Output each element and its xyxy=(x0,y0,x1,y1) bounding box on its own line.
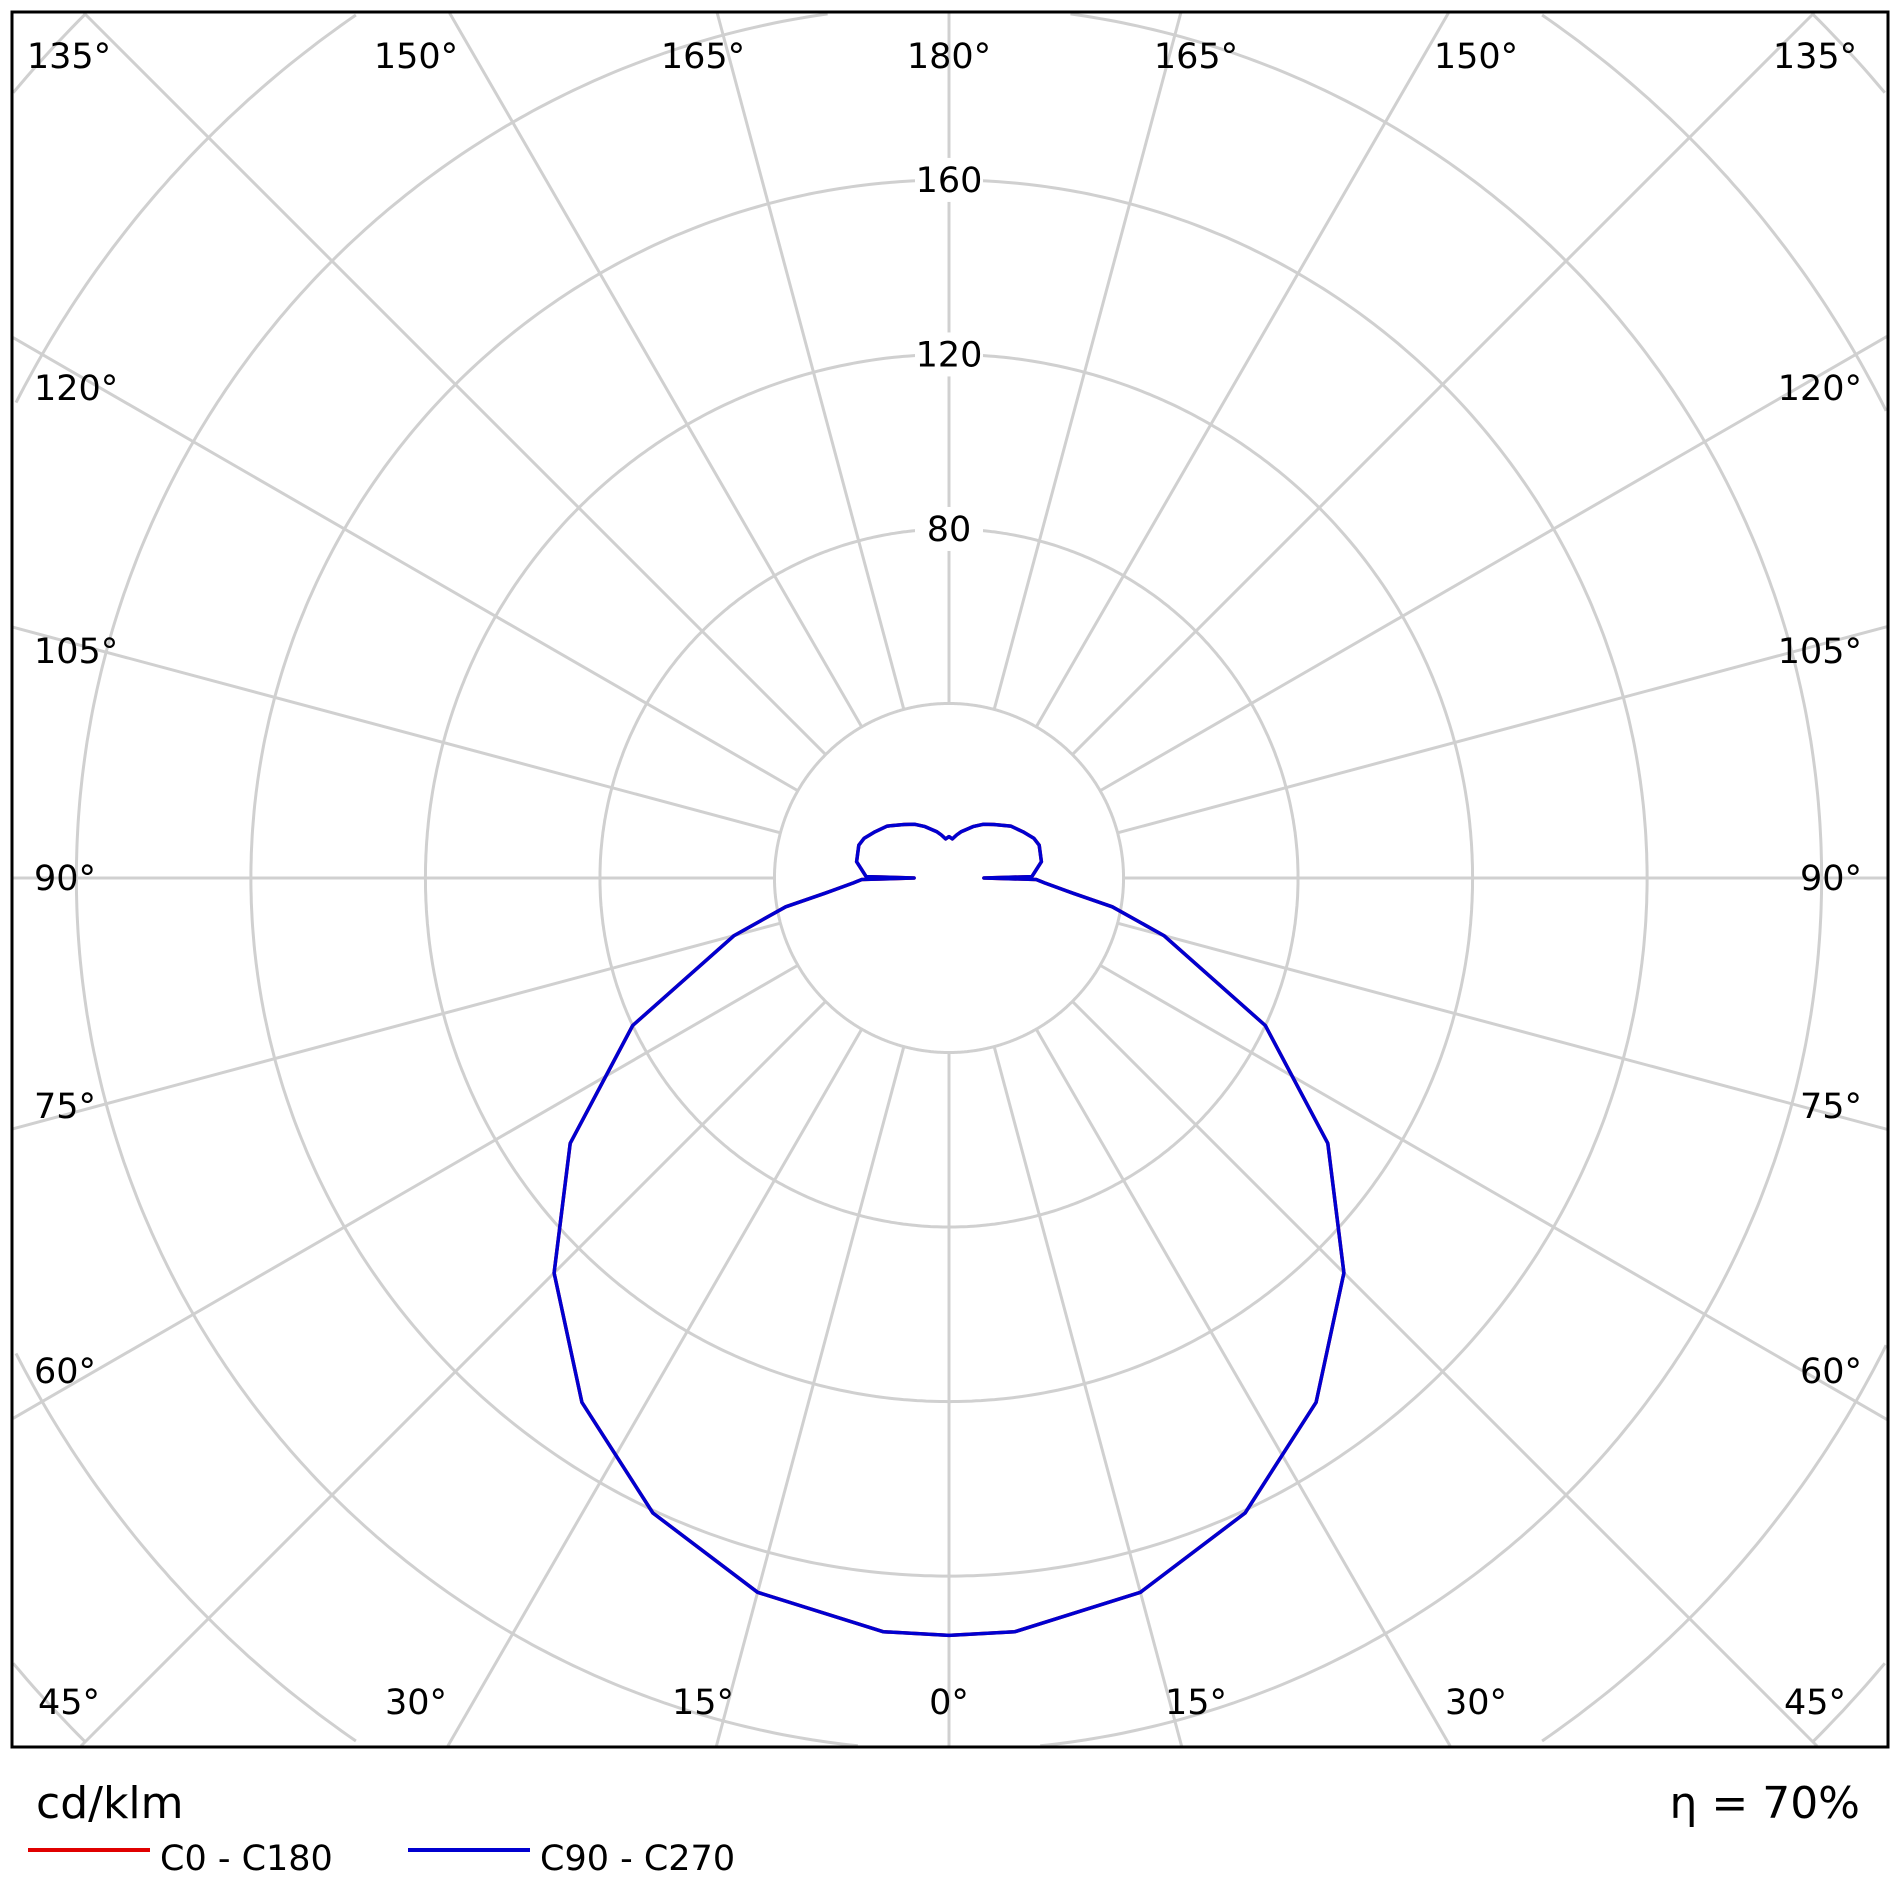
angle-label: 105° xyxy=(34,632,118,672)
angle-label: 120° xyxy=(34,369,118,409)
curve-c90-c270 xyxy=(552,822,1346,1638)
radial-label-bg xyxy=(915,506,983,551)
grid-ring xyxy=(1541,13,1888,412)
grid-ring xyxy=(1541,1344,1888,1743)
grid-ring xyxy=(1811,13,1886,94)
angle-label: 150° xyxy=(1434,37,1518,77)
grid-spoke xyxy=(12,963,799,1420)
angle-labels: 135° 150° 165° 180° 165° 150° 135° 45° 30° 15° 0° 1… xyxy=(27,37,1862,1723)
legend: C0 - C180 C90 - C270 xyxy=(28,1839,735,1879)
angle-label: 105° xyxy=(1778,632,1862,672)
grid-spoke xyxy=(1034,12,1450,728)
angle-label: 90° xyxy=(1800,859,1862,899)
grid-spoke xyxy=(82,11,827,756)
grid-spoke xyxy=(79,1000,827,1748)
grid-spoke xyxy=(1071,11,1816,756)
grid-spoke xyxy=(1117,921,1888,1131)
legend-label-c90-c270: C90 - C270 xyxy=(540,1839,735,1879)
radial-tick-label: 160 xyxy=(916,161,983,201)
grid-ring xyxy=(1040,12,1824,1748)
curves xyxy=(552,822,1346,1638)
angle-label: 60° xyxy=(1800,1352,1862,1392)
angle-label: 45° xyxy=(38,1683,100,1723)
grid-ring xyxy=(12,13,87,94)
radial-label-bg xyxy=(915,157,983,202)
angle-label: 165° xyxy=(1154,37,1238,77)
grid-spoke xyxy=(1099,963,1888,1421)
angle-label: 60° xyxy=(34,1352,96,1392)
grid-ring xyxy=(14,1352,357,1743)
grid-spoke xyxy=(992,1046,1184,1747)
angle-label: 0° xyxy=(929,1683,969,1723)
efficiency-label: η = 70% xyxy=(1669,1778,1860,1829)
angle-label: 150° xyxy=(374,37,458,77)
angle-label: 120° xyxy=(1778,369,1862,409)
grid-spoke xyxy=(715,12,906,710)
radial-label-bg xyxy=(915,332,983,377)
angle-label: 15° xyxy=(1165,1683,1227,1723)
angle-label: 30° xyxy=(385,1683,447,1723)
grid-spoke xyxy=(1099,335,1888,793)
grid-spoke xyxy=(446,1028,864,1747)
unit-label: cd/klm xyxy=(36,1778,184,1829)
radial-tick-label: 80 xyxy=(927,510,972,550)
angle-label: 180° xyxy=(907,37,991,77)
radial-tick-label: 120 xyxy=(916,335,983,375)
angle-label: 90° xyxy=(34,859,96,899)
grid-ring xyxy=(12,1662,87,1743)
angle-label: 165° xyxy=(661,37,745,77)
polar-grid xyxy=(12,11,1888,1748)
angle-label: 135° xyxy=(27,37,111,77)
grid-spoke xyxy=(1071,1000,1819,1748)
grid-ring xyxy=(1811,1662,1886,1743)
plot-frame xyxy=(10,10,1890,1749)
angle-label: 135° xyxy=(1773,37,1857,77)
grid-spoke xyxy=(714,1046,906,1747)
angle-label: 45° xyxy=(1784,1683,1846,1723)
radial-tick-labels: 80 120 160 xyxy=(915,157,983,551)
grid-spoke xyxy=(12,921,781,1131)
angle-label: 30° xyxy=(1445,1683,1507,1723)
grid-spoke xyxy=(448,12,864,728)
grid-spoke xyxy=(1117,625,1888,835)
legend-label-c0-c180: C0 - C180 xyxy=(160,1839,333,1879)
grid-ring xyxy=(773,702,1125,1054)
grid-spoke xyxy=(1034,1028,1452,1747)
angle-label: 15° xyxy=(672,1683,734,1723)
angle-label: 75° xyxy=(1800,1087,1862,1127)
grid-spoke xyxy=(992,12,1183,710)
angle-label: 75° xyxy=(34,1087,96,1127)
grid-ring xyxy=(74,12,858,1748)
grid-spoke xyxy=(12,625,781,835)
grid-ring xyxy=(14,13,357,404)
grid-spoke xyxy=(12,336,799,793)
